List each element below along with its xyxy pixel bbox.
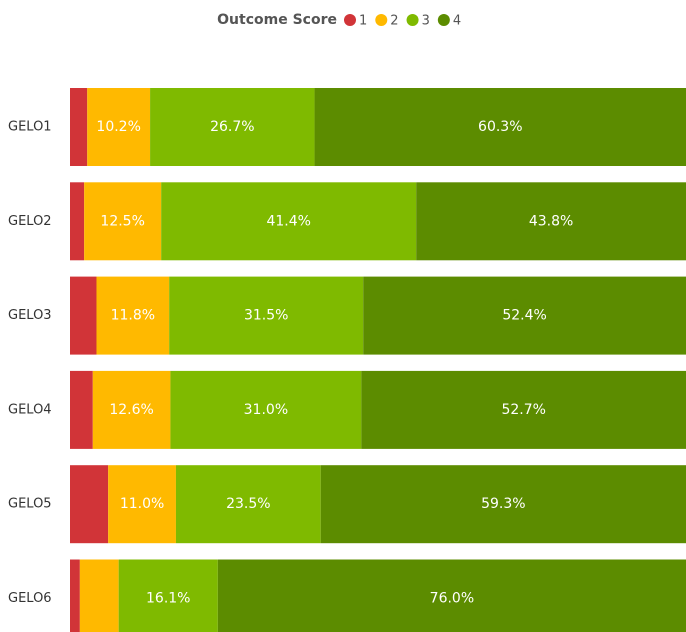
bar-segment [118, 559, 218, 632]
bar-segment [92, 370, 171, 449]
data-label: 12.6% [109, 402, 153, 418]
bar-segment [70, 182, 85, 261]
bar-segment [108, 465, 176, 544]
legend-label: 4 [453, 14, 461, 29]
bar-segment [70, 370, 93, 449]
bar-segment [161, 182, 417, 261]
bar-segment [217, 559, 686, 632]
legend-title: Outcome Score [217, 12, 337, 28]
data-label: 31.0% [244, 402, 288, 418]
bar-segment [170, 370, 362, 449]
bar-segment [416, 182, 686, 261]
data-label: 12.5% [100, 213, 144, 229]
data-label: 10.2% [96, 119, 140, 135]
bar-segment [79, 559, 119, 632]
bar-segment [363, 276, 686, 355]
y-tick-label: GELO6 [8, 591, 52, 606]
bar-segment [70, 276, 97, 355]
y-tick-label: GELO4 [8, 402, 52, 417]
bar-segment [361, 370, 686, 449]
bar-segment [320, 465, 686, 544]
data-label: 52.7% [501, 402, 545, 418]
y-tick-label: GELO5 [8, 497, 52, 512]
legend-swatch [437, 14, 450, 26]
legend-swatch [344, 14, 356, 26]
data-label: 16.1% [146, 591, 190, 607]
data-label: 60.3% [478, 119, 522, 135]
data-label: 59.3% [481, 496, 525, 512]
data-label: 26.7% [210, 119, 254, 135]
y-tick-label: GELO2 [8, 214, 52, 229]
data-label: 11.8% [111, 308, 155, 324]
bar-segment [314, 88, 686, 166]
data-label: 31.5% [244, 308, 288, 324]
bar-segment [70, 88, 88, 166]
legend-swatch [375, 14, 388, 26]
data-label: 43.8% [529, 213, 573, 229]
bar-segment [175, 465, 321, 544]
data-label: 11.0% [120, 496, 164, 512]
bar-segment [84, 182, 162, 261]
legend-label: 1 [359, 14, 367, 29]
legend-swatch [406, 14, 419, 26]
y-tick-label: GELO3 [8, 308, 52, 323]
legend-label: 2 [390, 14, 398, 29]
data-label: 23.5% [226, 496, 270, 512]
bar-segment [169, 276, 364, 355]
bar-segment [150, 88, 315, 166]
bar-segment [96, 276, 170, 355]
data-label: 76.0% [430, 591, 474, 607]
bar-segment [70, 559, 80, 632]
data-label: 41.4% [266, 213, 310, 229]
data-label: 52.4% [502, 308, 546, 324]
bar-segment [87, 88, 151, 166]
y-tick-label: GELO1 [8, 120, 52, 135]
bar-segment [70, 465, 109, 544]
legend-label: 3 [422, 14, 430, 29]
